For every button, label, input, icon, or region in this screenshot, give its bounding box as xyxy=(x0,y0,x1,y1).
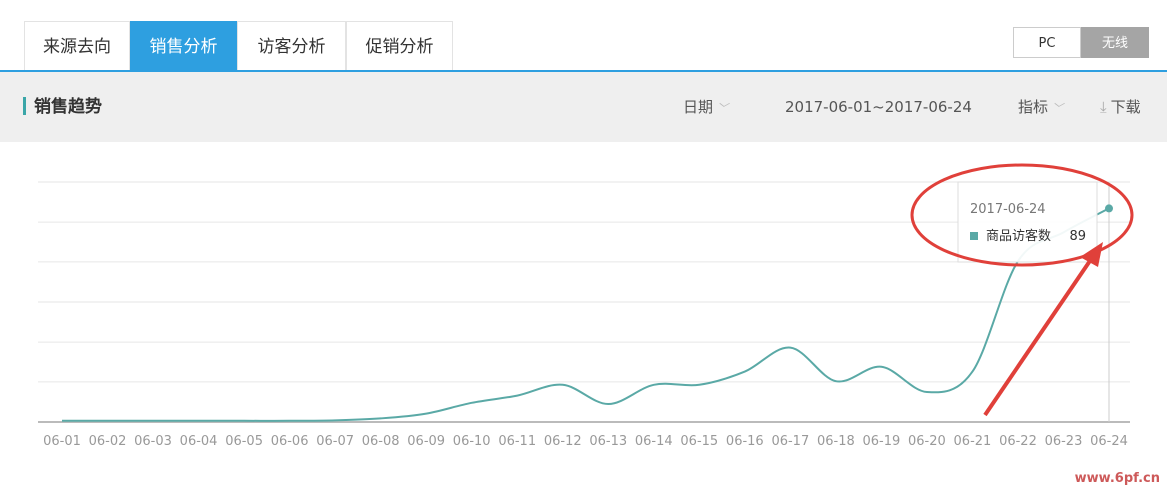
x-tick-label: 06-23 xyxy=(1045,434,1083,449)
tab[interactable]: 销售分析 xyxy=(130,21,237,71)
x-tick-label: 06-01 xyxy=(43,434,81,449)
date-range[interactable]: 2017-06-01~2017-06-24 xyxy=(785,98,972,116)
annotation-arrow xyxy=(983,250,1098,417)
download-label: 下载 xyxy=(1110,98,1141,116)
tooltip-swatch xyxy=(970,232,978,240)
tab-underline xyxy=(0,70,1167,72)
title-accent xyxy=(23,97,26,115)
tooltip-value: 89 xyxy=(1069,229,1086,244)
toggle-button[interactable]: PC xyxy=(1013,27,1081,58)
x-tick-label: 06-04 xyxy=(180,434,218,449)
tooltip-date: 2017-06-24 xyxy=(970,202,1046,217)
x-tick-label: 06-14 xyxy=(635,434,673,449)
x-tick-label: 06-21 xyxy=(954,434,992,449)
x-tick-label: 06-11 xyxy=(498,434,536,449)
hover-point xyxy=(1105,204,1113,213)
x-tick-label: 06-05 xyxy=(225,434,263,449)
x-tick-label: 06-07 xyxy=(316,434,354,449)
x-tick-label: 06-08 xyxy=(362,434,400,449)
metric-dropdown[interactable]: 指标 ﹀ xyxy=(1018,72,1063,144)
panel-title: 销售趋势 xyxy=(34,97,102,117)
annotation-arrowhead xyxy=(1080,242,1103,267)
x-tick-label: 06-17 xyxy=(771,434,809,449)
x-tick-label: 06-03 xyxy=(134,434,172,449)
watermark: www.6pf.cn xyxy=(1075,471,1160,486)
caret: ﹀ xyxy=(1052,102,1064,115)
tooltip-series: 商品访客数 xyxy=(986,228,1051,244)
date-dropdown[interactable]: 日期 ﹀ xyxy=(683,72,728,144)
x-tick-label: 06-10 xyxy=(453,434,491,449)
x-tick-label: 06-12 xyxy=(544,434,582,449)
annotation-circle xyxy=(910,163,1134,267)
metric-label: 指标 xyxy=(1018,98,1049,116)
x-tick-label: 06-18 xyxy=(817,434,855,449)
x-tick-label: 06-22 xyxy=(999,434,1037,449)
x-tick-label: 06-24 xyxy=(1090,434,1128,449)
tooltip xyxy=(957,181,1098,263)
download-icon: ⤓ xyxy=(1100,98,1107,116)
tab[interactable]: 来源去向 xyxy=(24,21,130,71)
x-tick-label: 06-19 xyxy=(863,434,901,449)
tab[interactable]: 访客分析 xyxy=(237,21,346,71)
x-tick-label: 06-06 xyxy=(271,434,309,449)
x-tick-label: 06-20 xyxy=(908,434,946,449)
date-label: 日期 xyxy=(683,98,714,116)
x-tick-label: 06-15 xyxy=(680,434,718,449)
x-tick-label: 06-02 xyxy=(89,434,127,449)
chart: 06-01 06-02 06-03 06-04 06-05 06-06 06-07 06-08… xyxy=(38,163,1160,486)
download-button[interactable]: ⤓ 下载 xyxy=(1100,72,1141,142)
tab[interactable]: 促销分析 xyxy=(346,21,453,71)
x-tick-label: 06-13 xyxy=(589,434,627,449)
caret: ﹀ xyxy=(717,102,729,115)
toggle-button[interactable]: 无线 xyxy=(1081,27,1149,58)
x-tick-label: 06-09 xyxy=(407,434,445,449)
x-tick-label: 06-16 xyxy=(726,434,764,449)
line xyxy=(62,207,1110,422)
panel-header: 销售趋势 日期 ﹀ 2017-06-01~2017-06-24 指标 ﹀ ⤓ 下载 xyxy=(0,72,1167,142)
